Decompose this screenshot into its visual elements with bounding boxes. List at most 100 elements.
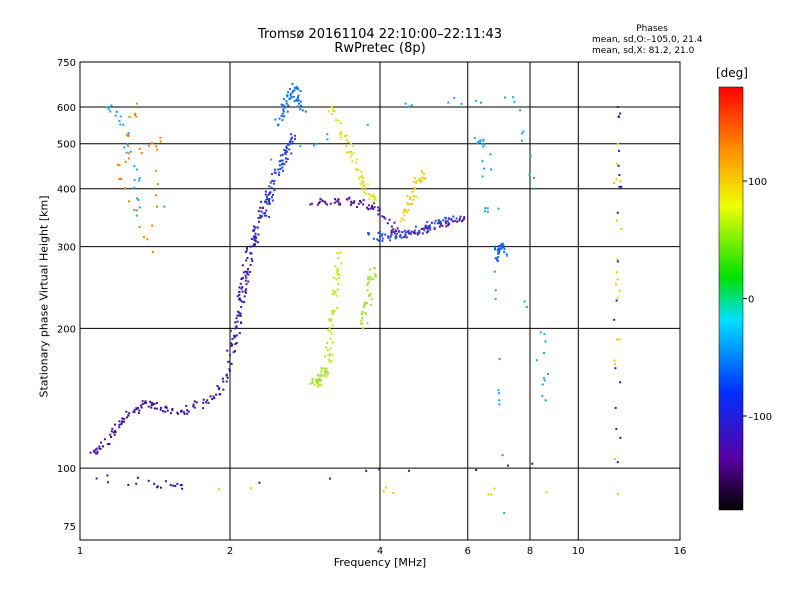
echo-point bbox=[398, 235, 401, 238]
echo-point bbox=[369, 303, 372, 306]
echo-point bbox=[372, 207, 375, 210]
echo-point bbox=[419, 180, 422, 183]
echo-point bbox=[316, 382, 319, 385]
echo-point bbox=[361, 322, 364, 325]
echo-point bbox=[291, 140, 294, 143]
echo-point bbox=[174, 485, 177, 488]
echo-point bbox=[156, 148, 159, 151]
echo-point bbox=[137, 411, 140, 414]
x-tick-label: 16 bbox=[674, 546, 687, 557]
colorbar-ticks: 100 0 –100 bbox=[743, 177, 772, 423]
echo-point bbox=[486, 210, 489, 213]
echo-point bbox=[329, 320, 332, 323]
echo-point bbox=[169, 412, 172, 415]
echo-point bbox=[240, 321, 243, 324]
echo-point bbox=[326, 371, 329, 374]
echo-point bbox=[147, 144, 150, 147]
echo-point bbox=[339, 202, 342, 205]
echo-point bbox=[195, 401, 198, 404]
echo-point bbox=[113, 433, 116, 436]
echo-point bbox=[176, 482, 179, 485]
echo-point bbox=[319, 383, 322, 386]
echo-point bbox=[282, 104, 285, 107]
echo-point bbox=[618, 185, 621, 188]
echo-point bbox=[249, 263, 252, 266]
echo-point bbox=[404, 208, 407, 211]
echo-point bbox=[93, 451, 96, 454]
echo-point bbox=[615, 271, 618, 274]
echo-point bbox=[241, 300, 244, 303]
echo-point bbox=[423, 229, 426, 232]
echo-point bbox=[138, 206, 141, 209]
echo-point bbox=[367, 294, 370, 297]
echo-point bbox=[277, 168, 280, 171]
echo-point bbox=[390, 231, 393, 234]
echo-point bbox=[616, 278, 619, 281]
echo-point bbox=[129, 150, 132, 153]
echo-point bbox=[147, 405, 150, 408]
echo-point bbox=[360, 319, 363, 322]
echo-point bbox=[249, 270, 252, 273]
y-tick-label: 750 bbox=[57, 58, 76, 69]
echo-point bbox=[543, 379, 546, 382]
echo-point bbox=[331, 310, 334, 313]
echo-point bbox=[406, 202, 409, 205]
echo-point bbox=[286, 95, 289, 98]
echo-point bbox=[324, 355, 327, 358]
echo-point bbox=[506, 254, 509, 257]
echo-point bbox=[332, 110, 335, 113]
echo-point bbox=[242, 271, 245, 274]
echo-point bbox=[328, 354, 331, 357]
echo-point bbox=[236, 310, 239, 313]
echo-point bbox=[156, 486, 159, 489]
echo-point bbox=[140, 404, 143, 407]
echo-point bbox=[494, 257, 497, 260]
echo-point bbox=[164, 410, 167, 413]
echo-point bbox=[282, 110, 285, 113]
echo-point bbox=[374, 195, 377, 198]
echo-point bbox=[109, 105, 112, 108]
echo-point bbox=[350, 153, 353, 156]
colorbar-tick-label: 0 bbox=[748, 295, 754, 306]
echo-point bbox=[171, 409, 174, 412]
echo-point bbox=[108, 442, 111, 445]
phases-o-mode: mean, sd,O:–105.0, 21.4 bbox=[592, 35, 703, 45]
echo-point bbox=[263, 214, 266, 217]
echo-point bbox=[362, 327, 365, 330]
echo-point bbox=[367, 204, 370, 207]
echo-point bbox=[346, 198, 349, 201]
echo-point bbox=[616, 492, 619, 495]
echo-point bbox=[426, 228, 429, 231]
echo-point bbox=[311, 380, 314, 383]
echo-point bbox=[154, 169, 157, 172]
echo-point bbox=[209, 395, 212, 398]
echo-point bbox=[297, 105, 300, 108]
echo-point bbox=[329, 330, 332, 333]
echo-point bbox=[171, 407, 174, 410]
echo-point bbox=[614, 367, 617, 370]
echo-point bbox=[138, 226, 141, 229]
echo-point bbox=[268, 185, 271, 188]
echo-point bbox=[363, 301, 366, 304]
echo-point bbox=[96, 450, 99, 453]
echo-point bbox=[118, 426, 121, 429]
echo-point bbox=[127, 157, 130, 160]
echo-point bbox=[109, 433, 112, 436]
echo-point bbox=[408, 232, 411, 235]
echo-point bbox=[384, 233, 387, 236]
echo-point bbox=[433, 222, 436, 225]
echo-point bbox=[304, 110, 307, 113]
echo-point bbox=[230, 344, 233, 347]
echo-point bbox=[402, 236, 405, 239]
echo-point bbox=[405, 236, 408, 239]
echo-point bbox=[268, 215, 271, 218]
echo-point bbox=[377, 231, 380, 234]
echo-point bbox=[234, 335, 237, 338]
echo-point bbox=[373, 206, 376, 209]
echo-point bbox=[481, 142, 484, 145]
echo-point bbox=[427, 230, 430, 233]
echo-point bbox=[320, 367, 323, 370]
echo-point bbox=[418, 229, 421, 232]
echo-point bbox=[343, 134, 346, 137]
echo-point bbox=[401, 231, 404, 234]
